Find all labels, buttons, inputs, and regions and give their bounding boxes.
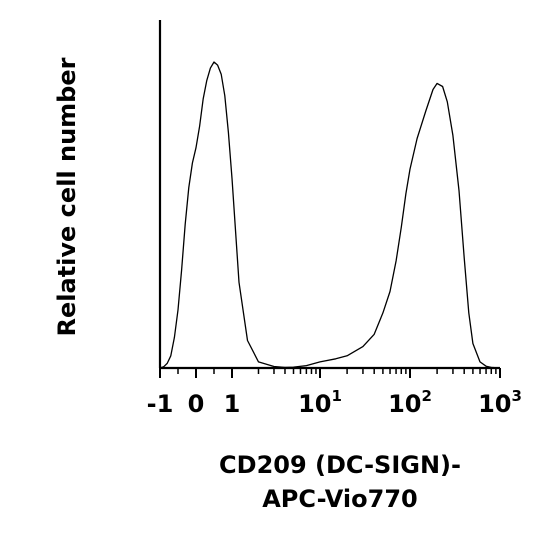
y-axis-label: Relative cell number: [53, 57, 81, 336]
x-axis-label-line2: APC-Vio770: [262, 485, 418, 513]
x-tick-label: 101: [298, 387, 342, 418]
x-tick-label: 0: [188, 390, 205, 418]
x-axis-label: CD209 (DC-SIGN)- APC-Vio770: [160, 448, 520, 516]
x-tick-label: -1: [147, 390, 174, 418]
histogram-curve: [159, 61, 501, 369]
x-tick-labels: -1 0 1 101 102 103: [147, 387, 522, 418]
x-axis-label-line1: CD209 (DC-SIGN)-: [219, 451, 461, 479]
x-tick-label: 103: [478, 387, 522, 418]
x-tick-label: 1: [224, 390, 241, 418]
x-tick-label: 102: [388, 387, 432, 418]
x-axis-ticks: [159, 368, 501, 378]
